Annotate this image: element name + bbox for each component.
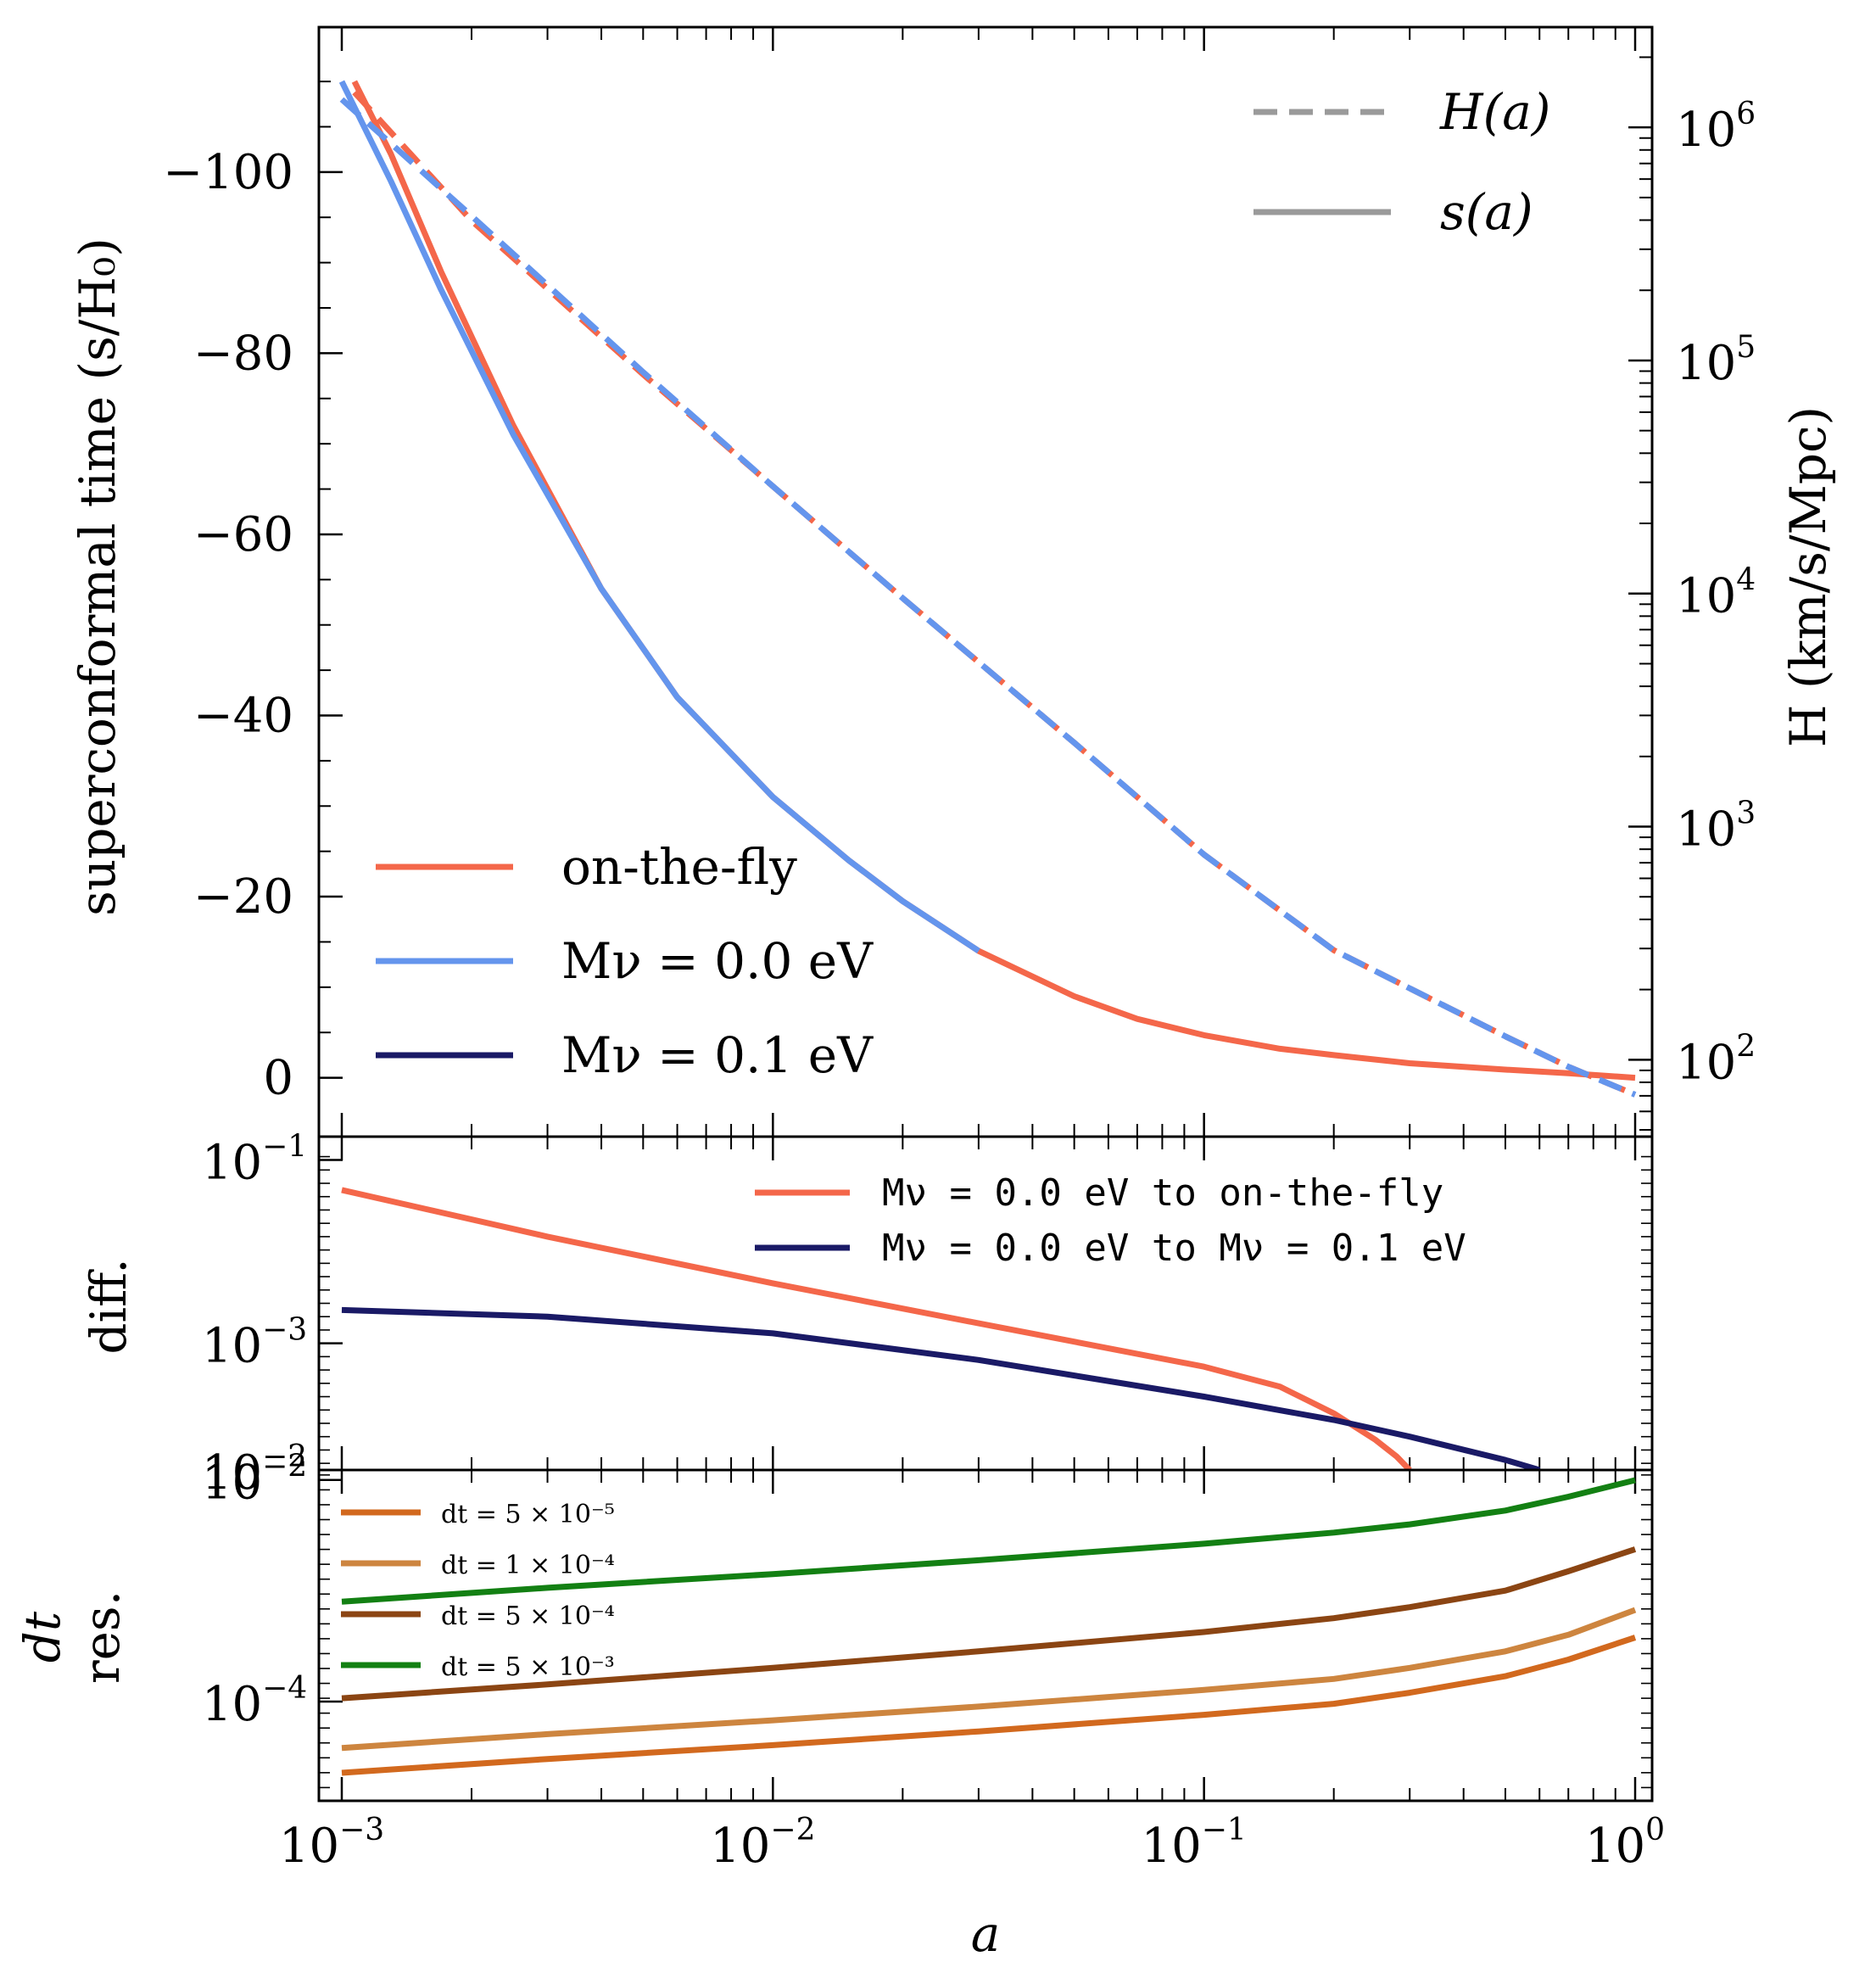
bot-panel-plot-area	[341, 1477, 1637, 1776]
mid-series-0	[341, 1187, 1412, 1470]
bot-y-axis-label-line1: dt	[14, 1611, 71, 1663]
top-right-tick-label-3: 103	[1676, 796, 1756, 858]
x-tick-label-0: 10−3	[279, 1813, 384, 1874]
mid-legend-label-1: Mν = 0.0 eV to Mν = 0.1 eV	[882, 1227, 1466, 1270]
bot-legend-label-0: dt = 5 × 10⁻⁵	[441, 1500, 615, 1529]
top-series-2	[352, 90, 1637, 1098]
x-tick-label-1: 10−2	[710, 1813, 815, 1874]
legends: H(a) s(a) on-the-fly Mν = 0.0 eV Mν = 0.1 eV…	[341, 83, 1550, 1682]
mid-legend-label-0: Mν = 0.0 eV to on-the-fly	[882, 1171, 1443, 1215]
top-left-tick-label-5: 0	[263, 1051, 293, 1106]
top-y-axis-label-left: superconformal time (s/H₀)	[69, 238, 126, 916]
x-axis-label: a	[971, 1905, 1001, 1963]
bot-legend-label-1: dt = 1 × 10⁻⁴	[441, 1551, 615, 1580]
mid-tick-label-0: 10−1	[202, 1130, 307, 1191]
bot-series-3	[341, 1477, 1636, 1605]
top-left-tick-label-4: −20	[193, 869, 293, 925]
bot-tick-label-1: 10−4	[202, 1671, 307, 1732]
bot-y-axis-label-line2: res.	[73, 1590, 131, 1684]
bot-series-0	[341, 1635, 1637, 1776]
bot-tick-label-0: 10−2	[202, 1450, 307, 1511]
top-y-axis-label-right: H (km/s/Mpc)	[1779, 406, 1837, 747]
minor-ticks	[319, 27, 1652, 1801]
mid-panel-plot-area	[341, 1187, 1541, 1470]
tick-labels: 10−3 10−2 10−1 100 a −100 −80 −60 −40 −20 0 106 105 1…	[14, 97, 1837, 1963]
mid-tick-label-2: 10−2	[202, 1439, 307, 1501]
legend-label-1: Mν = 0.0 eV	[561, 932, 874, 990]
top-right-tick-label-0: 106	[1676, 97, 1756, 158]
top-left-tick-label-0: −100	[163, 145, 293, 200]
bot-series-1	[341, 1607, 1637, 1752]
top-right-tick-label-4: 102	[1676, 1029, 1756, 1090]
data-lines	[338, 80, 1637, 1776]
legend-label-2: Mν = 0.1 eV	[561, 1026, 874, 1084]
bot-series-2	[341, 1546, 1637, 1702]
mid-tick-label-1: 10−3	[202, 1313, 307, 1374]
top-right-tick-label-2: 104	[1676, 563, 1756, 624]
top-left-tick-label-3: −40	[193, 688, 293, 743]
bot-legend-label-2: dt = 5 × 10⁻⁴	[441, 1601, 615, 1631]
bottom-panel-frame	[317, 1468, 1654, 1803]
style-legend-label-1: s(a)	[1440, 183, 1533, 241]
top-left-tick-label-1: −80	[193, 326, 293, 381]
bot-legend-label-3: dt = 5 × 10⁻³	[441, 1652, 615, 1682]
top-series-3	[339, 97, 1637, 1098]
top-panel-plot-area	[338, 80, 1637, 1098]
axes-frames	[317, 25, 1654, 1803]
mid-series-1	[341, 1306, 1541, 1470]
x-tick-label-2: 10−1	[1141, 1813, 1246, 1874]
top-series-1	[338, 80, 980, 954]
mid-y-axis-label: diff.	[80, 1258, 137, 1354]
top-left-tick-label-2: −60	[193, 507, 293, 562]
top-right-tick-label-1: 105	[1676, 330, 1756, 391]
style-legend-label-0: H(a)	[1439, 83, 1550, 141]
x-tick-label-3: 100	[1585, 1813, 1665, 1874]
legend-label-0: on-the-fly	[561, 838, 797, 896]
